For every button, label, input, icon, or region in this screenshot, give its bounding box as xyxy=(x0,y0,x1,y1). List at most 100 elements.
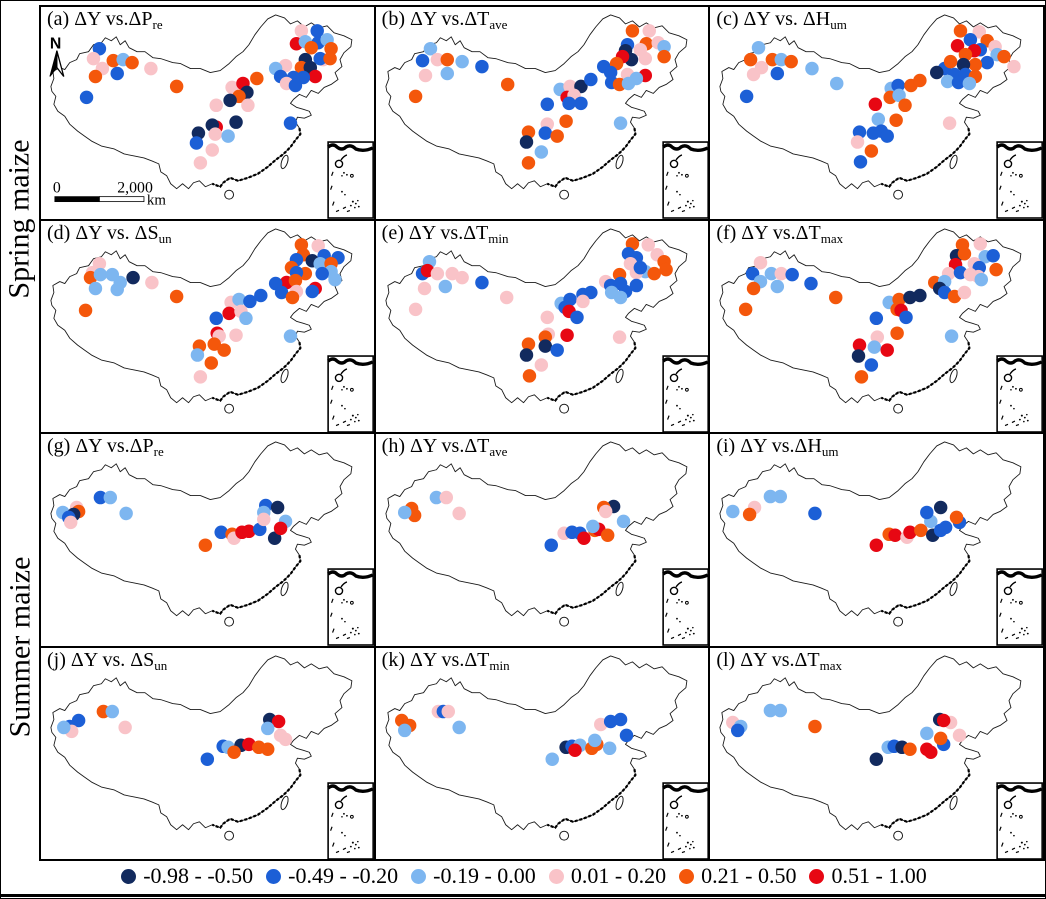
data-dot xyxy=(864,357,879,372)
data-dot xyxy=(829,290,843,304)
data-dot xyxy=(770,279,785,293)
legend-dot-icon xyxy=(411,868,427,884)
legend-label: -0.19 - 0.00 xyxy=(433,863,536,888)
data-dot xyxy=(898,98,913,113)
map-panel-k: (k) ΔY vs.ΔTmin xyxy=(374,646,710,860)
data-dot xyxy=(866,126,881,140)
data-dot xyxy=(545,751,559,766)
legend-label: 0.51 - 1.00 xyxy=(831,863,927,888)
data-dot xyxy=(657,39,671,54)
data-dot xyxy=(310,24,324,38)
legend-item-4: 0.21 - 0.50 xyxy=(679,863,796,889)
data-dot xyxy=(888,528,903,543)
data-dot xyxy=(641,237,655,252)
data-dot xyxy=(474,275,489,289)
data-dot xyxy=(423,41,437,56)
data-dot xyxy=(937,713,951,727)
data-dot xyxy=(440,66,454,81)
data-dot xyxy=(550,342,564,357)
data-dot xyxy=(311,238,325,253)
data-dot xyxy=(953,728,967,742)
legend-dot-icon xyxy=(809,868,825,884)
data-dot xyxy=(538,126,552,140)
data-dot xyxy=(63,515,78,530)
data-dot xyxy=(619,728,633,742)
map-panel-g: (g) ΔY vs.ΔPre xyxy=(40,433,375,647)
data-dot xyxy=(890,325,905,340)
data-dot xyxy=(229,327,243,342)
data-dot xyxy=(190,347,205,362)
data-dot xyxy=(600,528,615,543)
data-dot xyxy=(752,40,766,55)
data-dot xyxy=(418,68,432,83)
data-dot xyxy=(86,51,101,66)
spring-maize-label: Spring maize xyxy=(3,139,37,299)
data-dot xyxy=(540,310,554,324)
data-dot xyxy=(867,339,882,354)
data-dot xyxy=(278,732,293,746)
map-canvas-g xyxy=(49,440,374,646)
data-dot xyxy=(205,143,220,157)
data-dot xyxy=(534,145,548,159)
data-dot xyxy=(305,284,320,298)
data-dot xyxy=(93,490,108,505)
data-dot xyxy=(88,69,103,84)
data-dot xyxy=(657,49,671,64)
data-dot xyxy=(773,489,788,504)
data-dot xyxy=(952,75,966,90)
data-dot xyxy=(972,25,987,39)
data-dot xyxy=(986,248,1001,263)
data-dot xyxy=(763,489,778,504)
data-dot xyxy=(521,336,535,351)
map-panel-d: (d) ΔY vs. ΔSun xyxy=(40,219,375,433)
data-dot xyxy=(438,279,452,293)
data-dot xyxy=(440,52,454,67)
data-dot xyxy=(227,745,241,759)
data-dot xyxy=(920,726,934,740)
data-dot xyxy=(941,74,955,89)
data-dot xyxy=(550,129,564,143)
row-group-label-spring: Spring maize xyxy=(1,5,39,433)
data-dot xyxy=(747,281,761,295)
legend-label: 0.21 - 0.50 xyxy=(701,863,797,888)
data-dot xyxy=(854,155,868,169)
data-dot xyxy=(88,281,103,295)
map-canvas-k xyxy=(384,654,709,859)
data-dot xyxy=(223,93,237,108)
data-dot xyxy=(125,55,139,70)
data-dot xyxy=(754,255,768,269)
data-dot xyxy=(209,311,223,325)
map-canvas-b xyxy=(384,13,709,219)
data-dot xyxy=(200,751,215,766)
data-dot xyxy=(93,267,108,281)
data-dot xyxy=(328,272,342,286)
data-dot xyxy=(274,285,289,299)
data-dot xyxy=(743,507,757,522)
data-dot xyxy=(934,500,948,515)
data-dot xyxy=(519,347,533,362)
data-dot xyxy=(871,112,886,126)
data-dot xyxy=(864,144,879,158)
data-dot xyxy=(559,114,573,128)
data-dot xyxy=(243,294,257,308)
data-dot xyxy=(106,53,121,68)
data-dot xyxy=(804,276,819,290)
map-canvas-c xyxy=(719,13,1043,219)
data-dot xyxy=(288,78,303,93)
map-canvas-i xyxy=(719,440,1043,646)
data-dot xyxy=(408,302,422,316)
data-dot xyxy=(189,136,204,150)
data-dot xyxy=(283,116,298,130)
data-dot xyxy=(452,506,466,521)
data-dot xyxy=(744,52,758,67)
data-dot xyxy=(785,267,800,281)
data-dot xyxy=(805,61,820,76)
map-panel-i: (i) ΔY vs.ΔHum xyxy=(709,433,1044,647)
data-dot xyxy=(534,357,548,372)
map-panel-j: (j) ΔY vs. ΔSun xyxy=(40,646,375,860)
data-dot xyxy=(408,89,422,104)
data-dot xyxy=(726,504,740,519)
data-dot xyxy=(920,505,934,520)
data-dot xyxy=(613,290,627,304)
